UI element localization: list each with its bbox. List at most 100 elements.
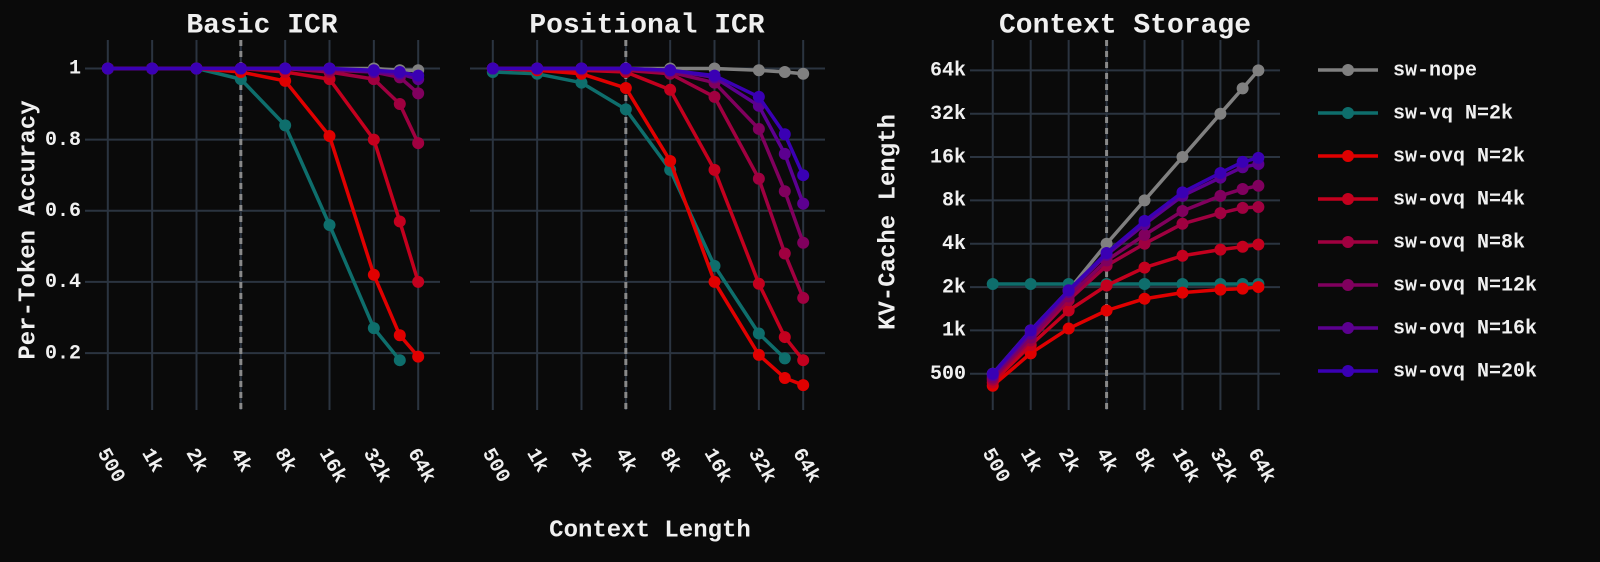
- data-point: [778, 128, 791, 141]
- data-point: [1062, 322, 1075, 335]
- data-point: [797, 197, 810, 210]
- data-point: [797, 236, 810, 249]
- data-point: [279, 74, 292, 87]
- data-point: [1236, 155, 1249, 168]
- data-point: [393, 329, 406, 342]
- y-tick-label: 8k: [942, 190, 966, 213]
- y-axis-label: KV-Cache Length: [875, 114, 902, 330]
- data-point: [1176, 286, 1189, 299]
- data-point: [797, 169, 810, 182]
- data-point: [778, 352, 791, 365]
- data-point: [797, 291, 810, 304]
- data-point: [1176, 205, 1189, 218]
- data-point: [797, 379, 810, 392]
- data-point: [1236, 182, 1249, 195]
- data-point: [1252, 200, 1265, 213]
- legend-label: sw-ovq N=12k: [1393, 274, 1537, 297]
- y-tick-label: 4k: [942, 233, 966, 256]
- data-point: [1252, 281, 1265, 294]
- y-tick-label: 16k: [930, 146, 966, 169]
- data-point: [986, 278, 999, 291]
- data-point: [708, 275, 721, 288]
- data-point: [323, 62, 336, 75]
- data-point: [531, 62, 544, 75]
- data-point: [778, 66, 791, 79]
- legend-marker: [1342, 107, 1354, 119]
- data-point: [412, 87, 425, 100]
- data-point: [101, 62, 114, 75]
- data-point: [367, 133, 380, 146]
- data-point: [234, 62, 247, 75]
- data-point: [1252, 179, 1265, 192]
- data-point: [1138, 194, 1151, 207]
- data-point: [1138, 261, 1151, 274]
- data-point: [778, 371, 791, 384]
- data-point: [752, 348, 765, 361]
- data-point: [393, 354, 406, 367]
- data-point: [323, 130, 336, 143]
- data-point: [797, 67, 810, 80]
- data-point: [778, 331, 791, 344]
- data-point: [279, 62, 292, 75]
- y-tick-label: 0.8: [45, 129, 81, 152]
- data-point: [1236, 282, 1249, 295]
- legend-marker: [1342, 64, 1354, 76]
- data-point: [664, 154, 677, 167]
- y-tick-label: 1: [69, 58, 81, 81]
- legend-label: sw-ovq N=4k: [1393, 188, 1525, 211]
- y-tick-label: 500: [930, 363, 966, 386]
- legend-label: sw-nope: [1393, 59, 1477, 82]
- x-axis-label: Context Length: [549, 517, 751, 544]
- legend-label: sw-ovq N=20k: [1393, 360, 1537, 383]
- data-point: [1138, 237, 1151, 250]
- legend-marker: [1342, 236, 1354, 248]
- data-point: [1176, 249, 1189, 262]
- data-point: [664, 83, 677, 96]
- data-point: [575, 76, 588, 89]
- legend-label: sw-ovq N=2k: [1393, 145, 1525, 168]
- data-point: [412, 275, 425, 288]
- data-point: [1138, 292, 1151, 305]
- data-point: [1138, 278, 1151, 291]
- data-point: [619, 103, 632, 116]
- data-point: [1214, 207, 1227, 220]
- data-point: [486, 62, 499, 75]
- series-line: [492, 70, 787, 360]
- data-point: [1252, 64, 1265, 77]
- data-point: [1100, 279, 1113, 292]
- data-point: [1100, 246, 1113, 259]
- data-point: [1214, 243, 1227, 256]
- data-point: [367, 268, 380, 281]
- data-point: [986, 367, 999, 380]
- data-point: [323, 219, 336, 231]
- data-point: [797, 354, 810, 367]
- data-point: [393, 98, 406, 111]
- legend-marker: [1342, 150, 1354, 162]
- legend-marker: [1342, 322, 1354, 334]
- data-point: [367, 322, 380, 335]
- data-point: [367, 64, 380, 77]
- y-tick-label: 2k: [942, 276, 966, 299]
- y-tick-label: 0.4: [45, 271, 81, 294]
- data-point: [1100, 304, 1113, 317]
- data-point: [412, 350, 425, 363]
- y-axis-label: Per-Token Accuracy: [15, 100, 42, 359]
- data-point: [1252, 238, 1265, 251]
- data-point: [619, 82, 632, 95]
- data-point: [1214, 189, 1227, 202]
- data-point: [1236, 82, 1249, 95]
- data-point: [778, 185, 791, 198]
- legend-label: sw-ovq N=8k: [1393, 231, 1525, 254]
- legend-label: sw-ovq N=16k: [1393, 317, 1537, 340]
- data-point: [1252, 151, 1265, 164]
- data-point: [1214, 107, 1227, 120]
- y-tick-label: 64k: [930, 60, 966, 83]
- data-point: [279, 119, 292, 132]
- data-point: [1100, 237, 1113, 250]
- data-point: [1176, 217, 1189, 230]
- data-point: [1138, 214, 1151, 227]
- data-point: [412, 137, 425, 150]
- legend-marker: [1342, 365, 1354, 377]
- data-point: [778, 147, 791, 160]
- data-point: [752, 64, 765, 77]
